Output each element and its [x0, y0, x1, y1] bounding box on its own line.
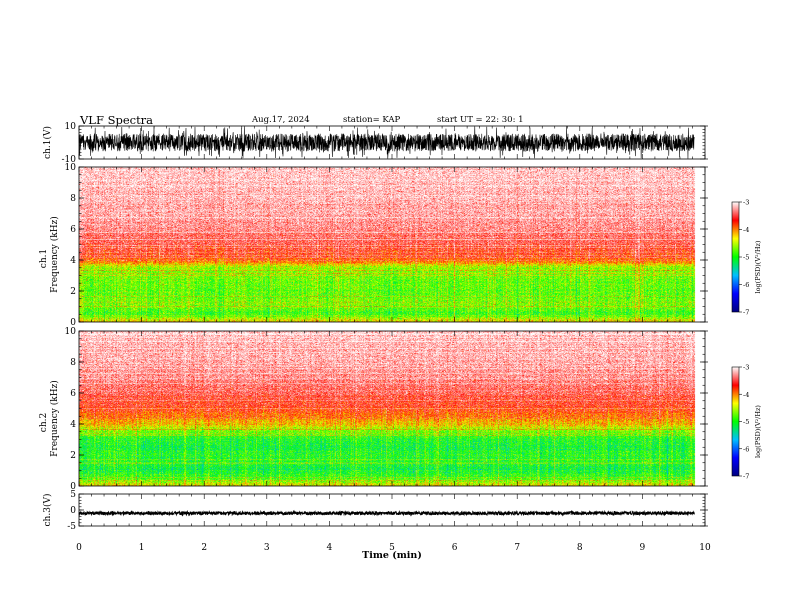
- ch1-waveform-trace: [78, 126, 695, 159]
- ch3-waveform-ytick-label: 5: [70, 490, 76, 500]
- station-label: station= KAP: [343, 115, 401, 125]
- colorbar-label: log(PSD)(V²/Hz): [754, 240, 762, 293]
- start-time-label: start UT = 22: 30: 1: [437, 115, 524, 125]
- chart-title: VLF Spectra: [80, 113, 154, 127]
- ch1-waveform-panel: [78, 126, 695, 159]
- colorbar-tick-label: -5: [743, 418, 749, 426]
- ch2-spectrogram-ytick-label: 2: [70, 451, 76, 461]
- time-xtick-label: 3: [264, 543, 270, 553]
- date-label: Aug.17, 2024: [252, 115, 310, 125]
- colorbar-tick-label: -4: [743, 226, 749, 234]
- ch3-waveform-ytick-label: 0: [70, 506, 76, 516]
- ch1-spectrogram-ytick-label: 4: [70, 256, 76, 266]
- ch2-spectrogram-ytick-label: 4: [70, 420, 76, 430]
- time-xtick-label: 9: [640, 543, 646, 553]
- colorbar-tick-label: -6: [743, 445, 749, 453]
- ch1-spectrogram-ytick-label: 2: [70, 287, 76, 297]
- time-xlabel: Time (min): [362, 550, 422, 561]
- ch2-colorbar: -3 -4 -5 -6 -7 log(PSD)(V²/Hz): [731, 364, 762, 481]
- colorbar-tick-label: -3: [743, 364, 749, 372]
- colorbar-tick-label: -4: [743, 391, 749, 399]
- ch2-spectrogram-ylabel: Frequency (kHz): [49, 380, 60, 457]
- ch1-spectrogram-image: [79, 167, 705, 322]
- ch1-spectrogram-ytick-label: 0: [70, 318, 76, 328]
- colorbar-tick-label: -6: [743, 281, 749, 289]
- ch1-waveform-ylabel: ch.1(V): [42, 126, 53, 159]
- time-xtick-label: 10: [699, 543, 711, 553]
- colorbar-tick-label: -7: [743, 309, 749, 317]
- ch2-spectrogram-image: [79, 331, 705, 486]
- time-xtick-label: 7: [514, 543, 520, 553]
- ch3-waveform-panel: [78, 509, 695, 517]
- ch1-colorbar: -3 -4 -5 -6 -7 log(PSD)(V²/Hz): [731, 199, 762, 317]
- ch1-waveform-ytick-label: 10: [65, 122, 77, 132]
- ch1-waveform-ytick-label: -10: [62, 155, 77, 165]
- ch2-spectrogram-ytick-label: 0: [70, 482, 76, 492]
- colorbar-scale: [731, 201, 740, 313]
- ch2-spectrogram-ytick-label: 10: [65, 327, 77, 337]
- ch2-spectrogram-channel-label: ch.2: [39, 413, 49, 432]
- ch3-waveform-ytick-label: -5: [67, 522, 76, 532]
- ch3-waveform-trace: [78, 509, 695, 517]
- ch1-spectrogram-ytick-label: 10: [65, 163, 77, 173]
- colorbar-tick-label: -5: [743, 254, 749, 262]
- time-xtick-label: 1: [139, 543, 145, 553]
- ch2-spectrogram-ytick-label: 8: [70, 358, 76, 368]
- colorbar-scale: [731, 366, 740, 477]
- ch2-spectrogram-ytick-label: 6: [70, 389, 76, 399]
- ch1-spectrogram-channel-label: ch.1: [39, 249, 49, 268]
- ch1-spectrogram-ylabel: Frequency (kHz): [49, 216, 60, 293]
- time-xtick-label: 0: [76, 543, 82, 553]
- time-xtick-label: 2: [201, 543, 207, 553]
- colorbar-tick-label: -7: [743, 473, 749, 481]
- time-xtick-label: 5: [389, 543, 395, 553]
- ch2-spectrogram-panel: [79, 331, 705, 486]
- time-xtick-label: 6: [452, 543, 458, 553]
- colorbar-tick-label: -3: [743, 199, 749, 207]
- ch1-spectrogram-ytick-label: 8: [70, 194, 76, 204]
- ch3-waveform-ylabel: ch.3(V): [42, 494, 53, 527]
- time-xtick-label: 8: [577, 543, 583, 553]
- colorbar-label: log(PSD)(V²/Hz): [754, 405, 762, 458]
- ch1-spectrogram-panel: [79, 167, 705, 322]
- ch1-spectrogram-ytick-label: 6: [70, 225, 76, 235]
- time-xtick-label: 4: [327, 543, 333, 553]
